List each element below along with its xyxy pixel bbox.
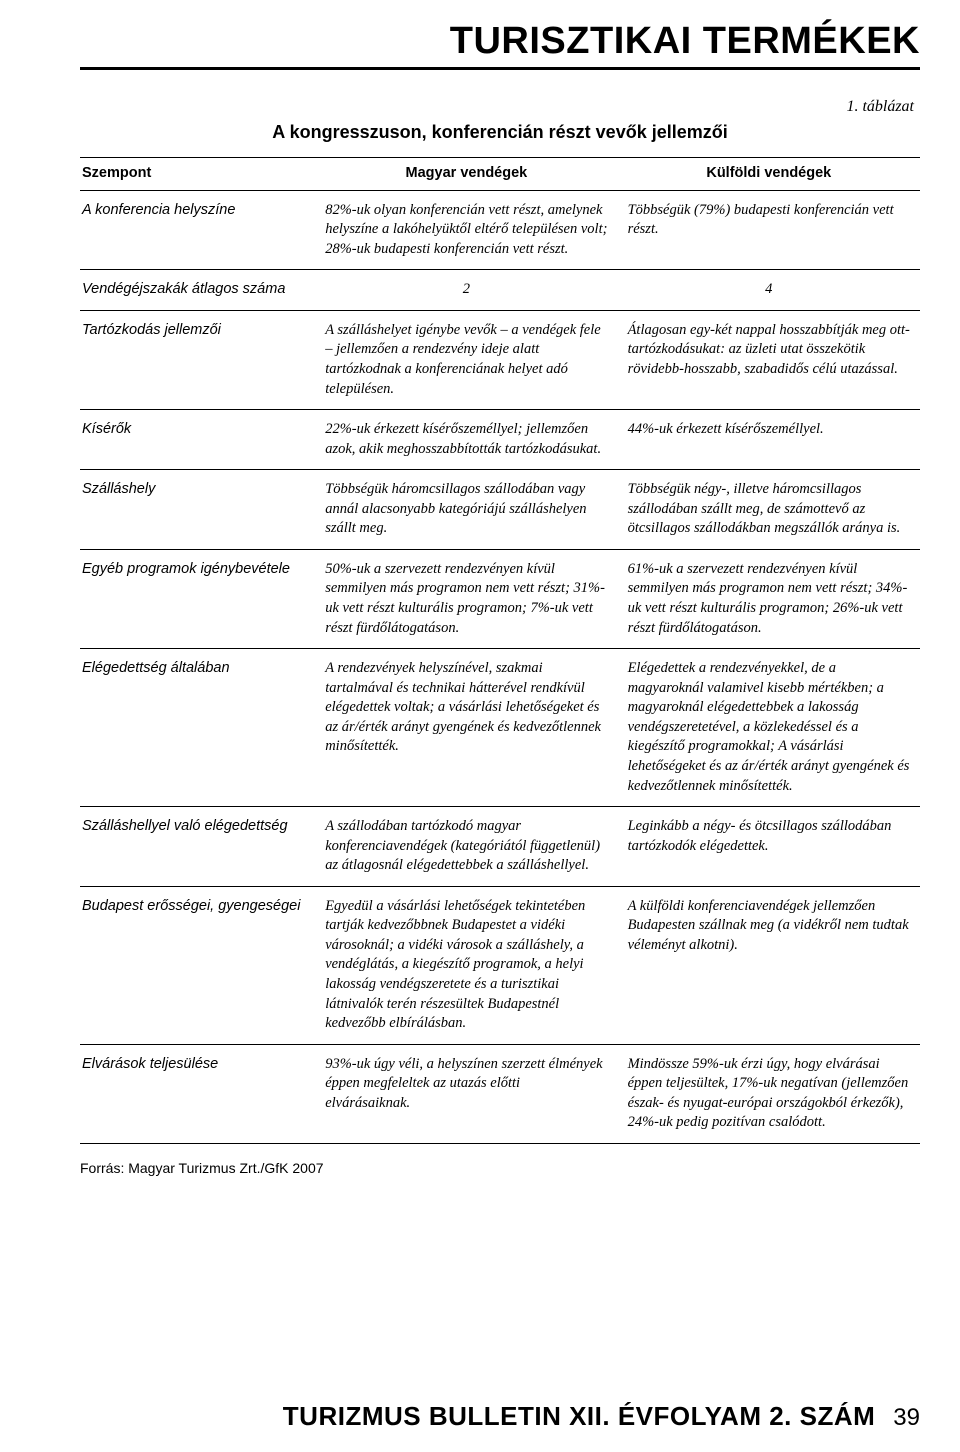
table-header-row: Szempont Magyar vendégek Külföldi vendég… xyxy=(80,158,920,191)
cell-aspect: Szálláshellyel való elégedettség xyxy=(80,807,315,887)
cell-foreign: 4 xyxy=(618,270,920,311)
cell-hungarian: 82%-uk olyan konferencián vett részt, am… xyxy=(315,190,617,270)
footer-journal: TURIZMUS BULLETIN XII. ÉVFOLYAM 2. SZÁM xyxy=(283,1401,876,1432)
footer-page-number: 39 xyxy=(893,1404,920,1432)
main-table: Szempont Magyar vendégek Külföldi vendég… xyxy=(80,157,920,1144)
cell-hungarian: A szállodában tartózkodó magyar konferen… xyxy=(315,807,617,887)
cell-hungarian: 93%-uk úgy véli, a helyszínen szerzett é… xyxy=(315,1044,617,1143)
section-header: TURISZTIKAI TERMÉKEK xyxy=(80,20,920,70)
cell-foreign: A külföldi konferenciavendégek jellemzőe… xyxy=(618,886,920,1044)
table-row: Budapest erősségei, gyengeségeiEgyedül a… xyxy=(80,886,920,1044)
table-row: SzálláshelyTöbbségük háromcsillagos szál… xyxy=(80,470,920,550)
cell-hungarian: Egyedül a vásárlási lehetőségek tekintet… xyxy=(315,886,617,1044)
cell-aspect: Kísérők xyxy=(80,410,315,470)
page: TURISZTIKAI TERMÉKEK 1. táblázat A kongr… xyxy=(0,0,960,1452)
cell-foreign: Többségük (79%) budapesti konferencián v… xyxy=(618,190,920,270)
col-header-foreign: Külföldi vendégek xyxy=(618,158,920,191)
cell-foreign: Leginkább a négy- és ötcsillagos szállod… xyxy=(618,807,920,887)
cell-aspect: Budapest erősségei, gyengeségei xyxy=(80,886,315,1044)
table-row: Kísérők22%-uk érkezett kísérőszeméllyel;… xyxy=(80,410,920,470)
cell-foreign: Átlagosan egy-két nappal hosszabbítják m… xyxy=(618,310,920,409)
table-row: Elvárások teljesülése93%-uk úgy véli, a … xyxy=(80,1044,920,1143)
cell-aspect: Egyéb programok igénybevétele xyxy=(80,549,315,648)
cell-foreign: Elégedettek a rendezvényekkel, de a magy… xyxy=(618,649,920,807)
cell-aspect: Szálláshely xyxy=(80,470,315,550)
cell-aspect: A konferencia helyszíne xyxy=(80,190,315,270)
cell-aspect: Elégedettség általában xyxy=(80,649,315,807)
table-row: A konferencia helyszíne82%-uk olyan konf… xyxy=(80,190,920,270)
table-row: Egyéb programok igénybevétele50%-uk a sz… xyxy=(80,549,920,648)
cell-hungarian: 2 xyxy=(315,270,617,311)
cell-aspect: Elvárások teljesülése xyxy=(80,1044,315,1143)
cell-hungarian: 22%-uk érkezett kísérőszeméllyel; jellem… xyxy=(315,410,617,470)
col-header-hungarian: Magyar vendégek xyxy=(315,158,617,191)
table-number-label: 1. táblázat xyxy=(80,98,920,116)
table-row: Elégedettség általábanA rendezvények hel… xyxy=(80,649,920,807)
cell-aspect: Tartózkodás jellemzői xyxy=(80,310,315,409)
source-line: Forrás: Magyar Turizmus Zrt./GfK 2007 xyxy=(80,1160,920,1176)
table-row: Vendégéjszakák átlagos száma24 xyxy=(80,270,920,311)
cell-hungarian: A rendezvények helyszínével, szakmai tar… xyxy=(315,649,617,807)
table-row: Szálláshellyel való elégedettségA szállo… xyxy=(80,807,920,887)
col-header-aspect: Szempont xyxy=(80,158,315,191)
table-caption: A kongresszuson, konferencián részt vevő… xyxy=(80,122,920,143)
cell-aspect: Vendégéjszakák átlagos száma xyxy=(80,270,315,311)
table-row: Tartózkodás jellemzőiA szálláshelyet igé… xyxy=(80,310,920,409)
cell-foreign: 44%-uk érkezett kísérőszeméllyel. xyxy=(618,410,920,470)
page-footer: TURIZMUS BULLETIN XII. ÉVFOLYAM 2. SZÁM … xyxy=(283,1401,920,1432)
cell-foreign: Többségük négy-, illetve háromcsillagos … xyxy=(618,470,920,550)
cell-hungarian: Többségük háromcsillagos szállodában vag… xyxy=(315,470,617,550)
cell-hungarian: A szálláshelyet igénybe vevők – a vendég… xyxy=(315,310,617,409)
cell-hungarian: 50%-uk a szervezett rendezvényen kívül s… xyxy=(315,549,617,648)
cell-foreign: Mindössze 59%-uk érzi úgy, hogy elvárása… xyxy=(618,1044,920,1143)
cell-foreign: 61%-uk a szervezett rendezvényen kívül s… xyxy=(618,549,920,648)
